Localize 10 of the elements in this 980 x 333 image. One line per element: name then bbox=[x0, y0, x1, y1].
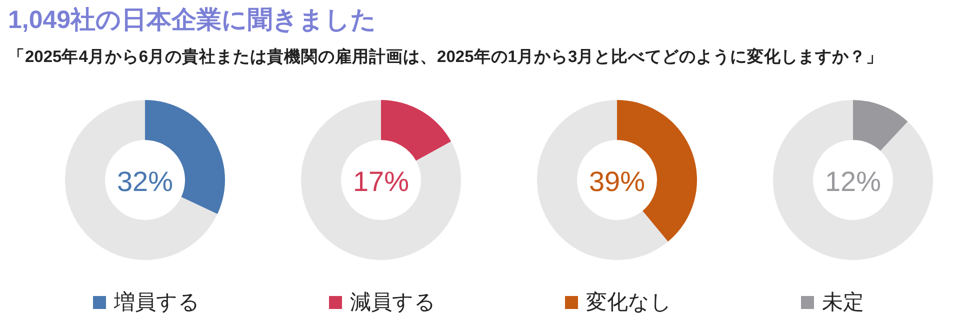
legend-label: 変化なし bbox=[586, 291, 672, 314]
legend-label: 未定 bbox=[822, 291, 864, 314]
text: 32% bbox=[116, 166, 174, 197]
legend-label: 増員する bbox=[113, 290, 200, 314]
text: 39% bbox=[588, 166, 646, 197]
text: 「2025年4月から6月の貴社または貴機関の雇用計画は、2025年の1月から3月と比べてどのように変化しますか？」 bbox=[8, 47, 884, 66]
text: 17% bbox=[352, 166, 410, 197]
legend-label: 減員する bbox=[350, 291, 436, 314]
text: 12% bbox=[824, 166, 882, 197]
chart-title: 1,049社の日本企業に聞きました bbox=[8, 6, 377, 34]
